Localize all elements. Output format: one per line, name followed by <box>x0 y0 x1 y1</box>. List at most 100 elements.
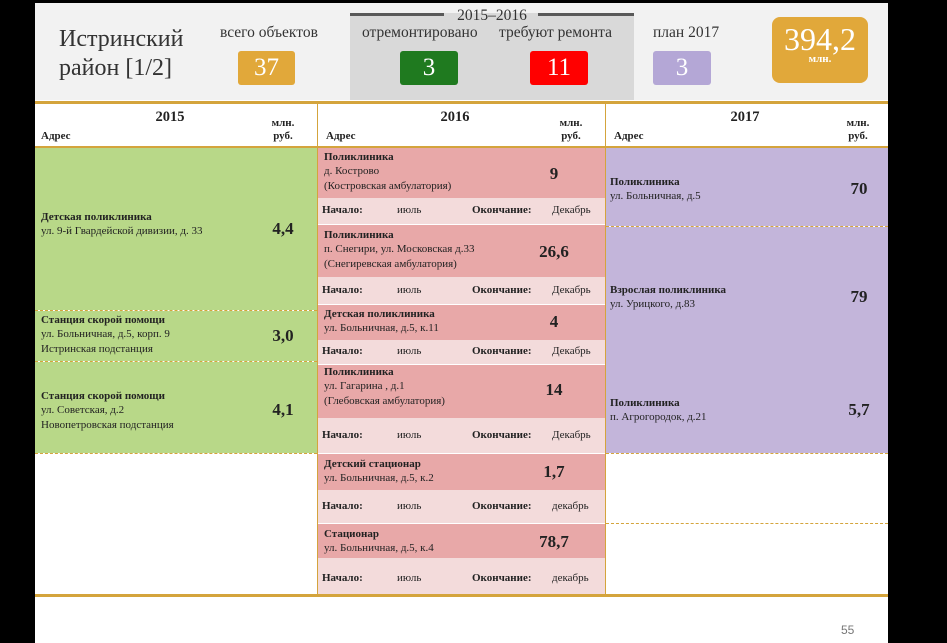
total-objects-badge: 37 <box>238 51 295 85</box>
item-value: 3,0 <box>272 326 294 345</box>
item-value: 26,6 <box>539 242 569 261</box>
need-repair-badge: 11 <box>530 51 588 85</box>
item-2016-5: Детский стационар ул. Больничная, д.5, к… <box>318 454 605 490</box>
item-name: Детский стационар <box>324 458 421 470</box>
item-address: ул. Урицкого, д.83 <box>610 298 695 310</box>
column-address-2015: Адрес <box>41 130 71 142</box>
unit-line-2: руб. <box>273 130 293 142</box>
item-note: (Глебовская амбулатория) <box>324 395 445 407</box>
item-name: Поликлиника <box>324 151 394 163</box>
plan-label: план 2017 <box>653 24 720 41</box>
item-2016-6: Стационар ул. Больничная, д.5, к.4 78,7 <box>318 524 605 558</box>
item-address: ул. Гагарина , д.1 <box>324 380 405 392</box>
unit-line-1: млн. <box>846 117 870 129</box>
total-sum-unit: млн. <box>808 53 832 65</box>
item-address: ул. Больничная, д.5, к.2 <box>324 472 434 484</box>
plan-badge: 3 <box>653 51 711 85</box>
table-top-border <box>35 101 888 104</box>
item-address: ул. Больничная, д.5, к.11 <box>324 322 439 334</box>
period-line-left <box>350 13 444 16</box>
start-label: Начало: <box>322 284 363 296</box>
district-title: Истринский район [1/2] <box>59 25 183 83</box>
unit-line-1: млн. <box>559 117 583 129</box>
start-label: Начало: <box>322 429 363 441</box>
item-2017-2: Взрослая поликлиника ул. Урицкого, д.83 … <box>606 227 888 359</box>
item-address: ул. Больничная, д.5 <box>610 190 701 202</box>
item-value: 4,4 <box>272 219 294 238</box>
row-divider <box>35 361 317 362</box>
column-unit-2016: млн. руб. <box>551 117 591 143</box>
slide-header: Истринский район [1/2] всего объектов 37… <box>35 3 888 100</box>
column-address-2016: Адрес <box>326 130 356 142</box>
schedule-row: Начало: июль Окончание: декабрь <box>318 558 605 594</box>
end-label: Окончание: <box>472 572 532 584</box>
item-2017-1: Поликлиника ул. Больничная, д.5 70 <box>606 148 888 226</box>
item-name: Взрослая поликлиника <box>610 284 727 296</box>
period-line-right <box>538 13 634 16</box>
start-value: июль <box>397 500 422 512</box>
schedule-row: Начало: июль Окончание: декабрь <box>318 490 605 523</box>
end-label: Окончание: <box>472 500 532 512</box>
item-2016-1: Поликлиника д. Кострово (Костровская амб… <box>318 148 605 198</box>
row-divider <box>606 226 888 227</box>
start-label: Начало: <box>322 572 363 584</box>
row-divider <box>35 453 317 454</box>
item-name: Детская поликлиника <box>324 308 435 320</box>
page-number: 55 <box>841 623 855 637</box>
end-label: Окончание: <box>472 345 532 357</box>
end-value: декабрь <box>552 572 589 584</box>
repaired-label: отремонтировано <box>362 24 478 41</box>
item-2015-3: Станция скорой помощи ул. Советская, д.2… <box>35 362 317 453</box>
schedule-row: Начало: июль Окончание: Декабрь <box>318 277 605 304</box>
item-address: ул. Больничная, д.5, корп. 9 <box>41 328 170 340</box>
item-name: Поликлиника <box>610 397 680 409</box>
start-value: июль <box>397 204 422 216</box>
item-value: 1,7 <box>543 462 565 481</box>
item-value: 5,7 <box>848 400 870 419</box>
end-value: Декабрь <box>552 284 591 296</box>
column-year-2017: 2017 <box>730 109 760 125</box>
title-line-2: район [1/2] <box>59 55 172 81</box>
end-value: Декабрь <box>552 429 591 441</box>
item-value: 14 <box>545 380 563 399</box>
period-label: 2015–2016 <box>457 7 527 24</box>
column-divider-2 <box>605 104 606 594</box>
item-2017-3: Поликлиника п. Агрогородок, д.21 5,7 <box>606 359 888 453</box>
item-address: п. Снегири, ул. Московская д.33 <box>324 243 475 255</box>
column-year-2016: 2016 <box>440 109 470 125</box>
repaired-badge: 3 <box>400 51 458 85</box>
item-address: ул. Советская, д.2 <box>41 404 125 416</box>
row-divider <box>35 310 317 311</box>
start-value: июль <box>397 345 422 357</box>
end-label: Окончание: <box>472 429 532 441</box>
column-address-2017: Адрес <box>614 130 644 142</box>
schedule-row: Начало: июль Окончание: Декабрь <box>318 198 605 224</box>
start-label: Начало: <box>322 345 363 357</box>
item-value: 70 <box>850 179 868 198</box>
item-address: д. Кострово <box>324 165 380 177</box>
item-2016-3: Детская поликлиника ул. Больничная, д.5,… <box>318 305 605 340</box>
start-value: июль <box>397 572 422 584</box>
unit-line-1: млн. <box>271 117 295 129</box>
item-value: 4 <box>549 312 559 331</box>
column-unit-2015: млн. руб. <box>263 117 303 143</box>
item-name: Стационар <box>324 528 379 540</box>
schedule-row: Начало: июль Окончание: Декабрь <box>318 418 605 453</box>
total-sum-badge: 394,2 млн. <box>772 17 868 83</box>
end-label: Окончание: <box>472 284 532 296</box>
end-value: Декабрь <box>552 204 591 216</box>
table-bottom-border <box>35 594 888 597</box>
item-note: Истринская подстанция <box>41 343 153 355</box>
item-name: Станция скорой помощи <box>41 314 165 326</box>
column-divider-1 <box>317 104 318 594</box>
row-divider <box>606 453 888 454</box>
start-label: Начало: <box>322 500 363 512</box>
end-value: Декабрь <box>552 345 591 357</box>
item-note: (Костровская амбулатория) <box>324 180 452 192</box>
need-repair-label: требуют ремонта <box>499 24 612 41</box>
item-2015-1: Детская поликлиника ул. 9-й Гвардейской … <box>35 148 317 310</box>
item-name: Поликлиника <box>610 176 680 188</box>
item-value: 9 <box>549 164 559 183</box>
item-value: 78,7 <box>539 532 569 551</box>
item-address: п. Агрогородок, д.21 <box>610 411 707 423</box>
